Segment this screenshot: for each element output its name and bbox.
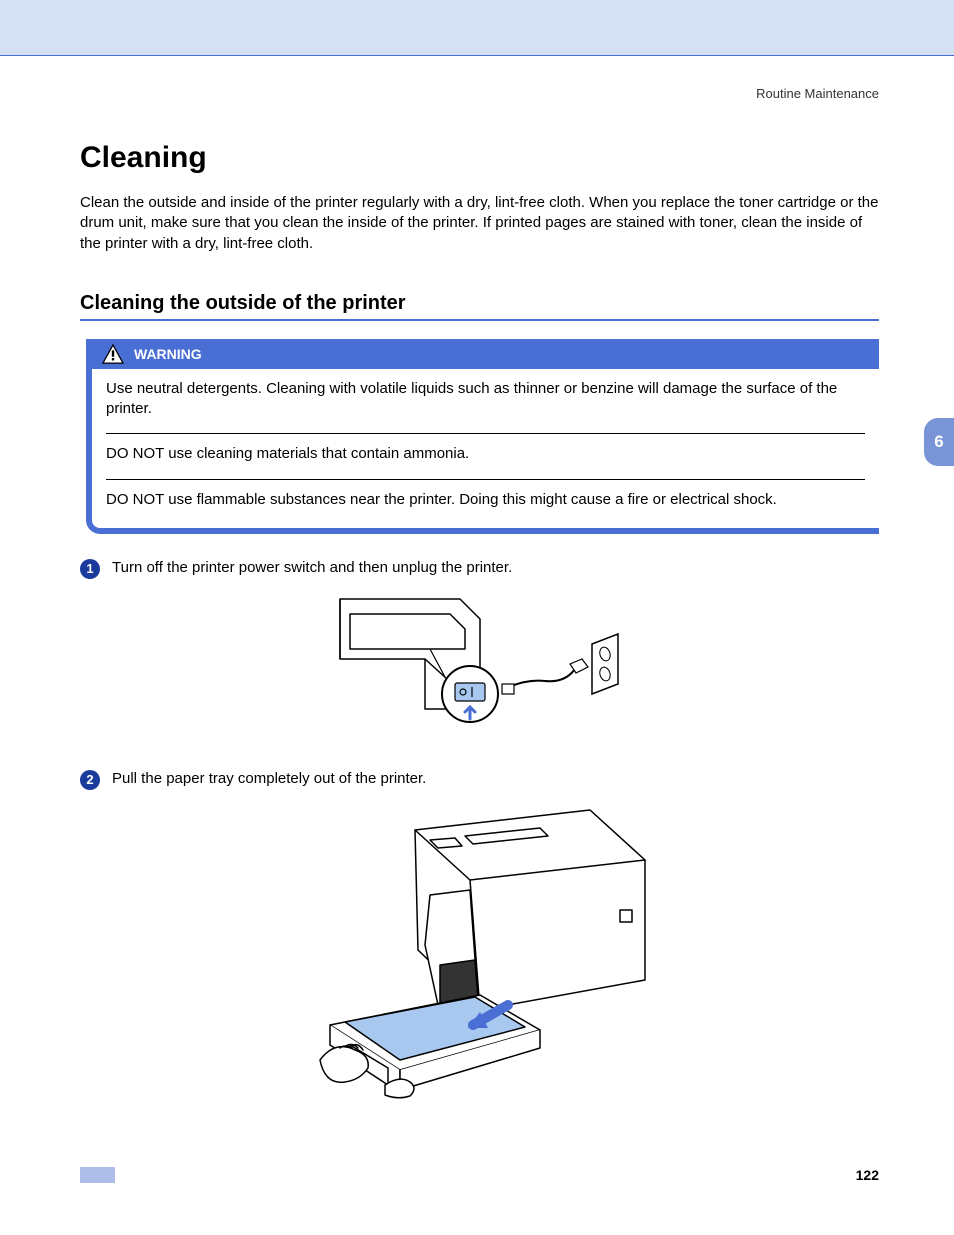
header-band bbox=[0, 0, 954, 55]
step-1: 1 Turn off the printer power switch and … bbox=[80, 558, 879, 579]
figure-unplug bbox=[80, 589, 879, 749]
step-text-2: Pull the paper tray completely out of th… bbox=[112, 769, 426, 789]
breadcrumb: Routine Maintenance bbox=[80, 86, 879, 101]
section-heading: Cleaning the outside of the printer bbox=[80, 292, 879, 321]
step-text-1: Turn off the printer power switch and th… bbox=[112, 558, 512, 578]
warning-box: WARNING Use neutral detergents. Cleaning… bbox=[86, 339, 879, 534]
warning-header: WARNING bbox=[92, 339, 879, 369]
figure-tray bbox=[80, 800, 879, 1100]
warning-triangle-icon bbox=[102, 344, 124, 364]
warning-label: WARNING bbox=[134, 346, 202, 362]
footer-accent-bar bbox=[80, 1167, 115, 1183]
step-badge-2: 2 bbox=[80, 770, 100, 790]
intro-paragraph: Clean the outside and inside of the prin… bbox=[80, 193, 879, 254]
warning-body: Use neutral detergents. Cleaning with vo… bbox=[92, 369, 879, 520]
step-2: 2 Pull the paper tray completely out of … bbox=[80, 769, 879, 790]
warning-divider bbox=[106, 433, 865, 434]
step-badge-1: 1 bbox=[80, 559, 100, 579]
warning-divider bbox=[106, 479, 865, 480]
warning-text-2: DO NOT use cleaning materials that conta… bbox=[106, 444, 865, 474]
warning-text-3: DO NOT use flammable substances near the… bbox=[106, 490, 865, 520]
page-content: Routine Maintenance Cleaning Clean the o… bbox=[0, 56, 954, 1100]
warning-text-1: Use neutral detergents. Cleaning with vo… bbox=[106, 379, 865, 430]
page-title: Cleaning bbox=[80, 141, 879, 175]
page-number: 122 bbox=[856, 1167, 879, 1183]
